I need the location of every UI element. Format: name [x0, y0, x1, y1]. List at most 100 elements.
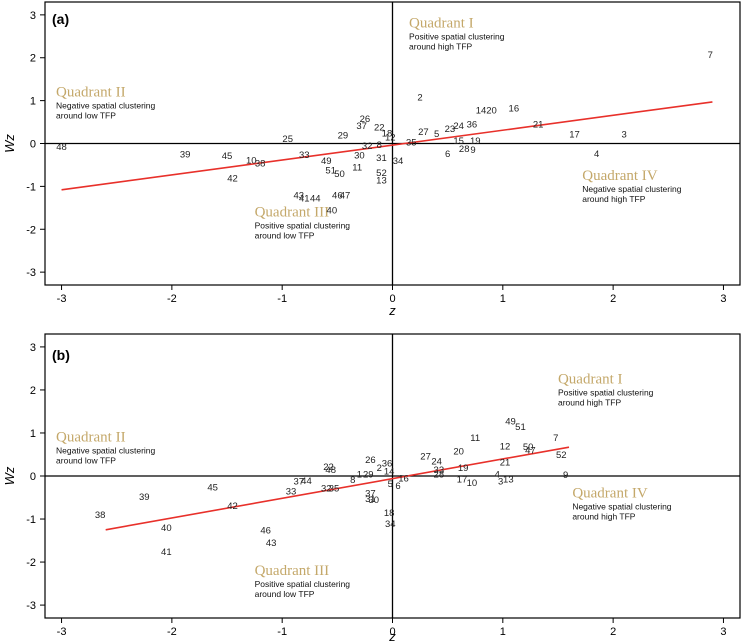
- pb-point-label: 27: [420, 452, 431, 463]
- pb-point-label: 47: [525, 446, 536, 457]
- pa-panel-label: (a): [52, 11, 69, 27]
- pb-point-label: 31: [365, 494, 376, 505]
- pa-point-label: 1420: [476, 106, 497, 117]
- pb-point-label: 28: [434, 469, 445, 480]
- pa-q3-desc-line1: Positive spatial clustering: [255, 220, 351, 230]
- pa-regression-line: [61, 101, 713, 191]
- pb-point-label: 9: [563, 470, 568, 481]
- pa-point-label: 13: [376, 175, 387, 186]
- pa-point-label: 48: [56, 142, 67, 153]
- pa-q3-desc-line2: around low TFP: [255, 230, 315, 240]
- pb-point-label: 37: [293, 477, 304, 488]
- pa-point-label: 33: [299, 150, 310, 161]
- pa-point-label: 11: [352, 163, 362, 174]
- pb-point-label: 30: [368, 495, 379, 506]
- pa-point-label: 45: [222, 151, 233, 162]
- pb-point-label: 6: [395, 481, 400, 492]
- pb-y-tick-label: -2: [26, 557, 36, 569]
- pa-point-label: 46: [332, 190, 343, 201]
- pb-q4-desc-line2: around high TFP: [572, 512, 635, 522]
- pb-y-tick-label: 2: [30, 385, 36, 397]
- pb-point-label: 38: [95, 510, 106, 521]
- pa-point-label: 29: [338, 130, 349, 141]
- pb-q4-desc-line1: Negative spatial clustering: [572, 502, 671, 512]
- pb-panel-label: (b): [52, 347, 70, 363]
- pa-q2-desc-line2: around low TFP: [56, 110, 116, 120]
- pb-y-tick-label: -1: [26, 514, 36, 526]
- pa-q4-title: Quadrant IV: [582, 168, 658, 184]
- pb-point-label: 16: [398, 474, 409, 485]
- pb-point-label: 52: [556, 450, 567, 461]
- pb-x-tick-label: 0: [389, 626, 395, 638]
- pa-point-label: 25: [282, 134, 293, 145]
- pb-x-tick-label: -1: [277, 626, 287, 638]
- pb-q2-desc-line2: around low TFP: [56, 456, 116, 466]
- pb-q4-title: Quadrant IV: [572, 486, 648, 502]
- pb-y-axis-label: Wz: [2, 466, 17, 485]
- pa-point-label: 43: [293, 190, 304, 201]
- pa-point-label: 39: [180, 150, 191, 161]
- pb-point-label: 10: [467, 478, 478, 489]
- pb-q3-desc-line2: around low TFP: [255, 589, 315, 599]
- pa-y-tick-label: -2: [26, 224, 36, 236]
- pb-point-label: 43: [266, 538, 277, 549]
- pa-x-tick-label: -1: [277, 293, 287, 305]
- pb-point-label: 35: [329, 484, 340, 495]
- pa-point-label: 52: [376, 168, 387, 179]
- pb-point-label: 2: [377, 463, 382, 474]
- pa-x-tick-label: 1: [500, 293, 506, 305]
- pb-point-label: 12: [500, 441, 511, 452]
- pa-point-label: 17: [569, 130, 580, 141]
- pa-point-label: 31: [376, 153, 387, 164]
- pa-y-tick-label: 1: [30, 96, 36, 108]
- pa-q1-desc-line2: around high TFP: [409, 42, 472, 52]
- pb-q3-title: Quadrant III: [255, 563, 330, 579]
- pa-point-label: 2: [417, 93, 422, 104]
- pb-point-label: 39: [139, 492, 150, 503]
- pa-point-label: 5: [434, 129, 439, 140]
- pa-point-label: 6: [445, 149, 450, 160]
- pa-point-label: 37: [356, 121, 367, 132]
- pb-point-label: 51: [515, 422, 526, 433]
- pb-point-label: 8: [350, 475, 355, 486]
- pb-point-label: 34: [385, 519, 396, 530]
- pa-point-label: 41: [299, 193, 310, 204]
- pb-q2-title: Quadrant II: [56, 430, 126, 446]
- pa-point-label: 44: [310, 193, 321, 204]
- pb-point-label: 5: [388, 479, 393, 490]
- pa-point-label: 8: [377, 140, 382, 151]
- pa-point-label: 30: [354, 151, 365, 162]
- pb-y-tick-label: -3: [26, 600, 36, 612]
- pa-x-axis-label: z: [388, 303, 396, 318]
- pa-point-label: 23: [445, 124, 456, 135]
- pb-regression-line: [105, 446, 570, 531]
- pa-point-label: 24: [453, 121, 464, 132]
- pa-point-label: 18: [382, 128, 393, 139]
- pa-x-tick-label: 2: [610, 293, 616, 305]
- pa-point-label: 50: [334, 169, 345, 180]
- pa-y-tick-label: 0: [30, 139, 36, 151]
- pb-point-label: 48: [325, 465, 336, 476]
- pb-x-tick-label: 3: [720, 626, 726, 638]
- pa-q2-desc-line1: Negative spatial clustering: [56, 100, 155, 110]
- pb-point-label: 19: [458, 463, 469, 474]
- pa-q4-desc-line1: Negative spatial clustering: [582, 184, 681, 194]
- pa-x-tick-label: 3: [720, 293, 726, 305]
- pa-y-tick-label: -1: [26, 181, 36, 193]
- pa-q3-title: Quadrant III: [255, 204, 330, 220]
- pa-point-label: 38: [255, 158, 266, 169]
- pa-point-label: 9: [470, 145, 475, 156]
- pb-point-label: 17: [457, 475, 468, 486]
- pb-point-label: 36: [382, 459, 393, 470]
- pa-point-label: 15: [453, 136, 464, 147]
- pa-point-label: 27: [418, 127, 429, 138]
- pa-y-tick-label: 2: [30, 53, 36, 65]
- pa-point-label: 19: [470, 136, 481, 147]
- pa-x-tick-label: -3: [57, 293, 67, 305]
- pa-x-tick-label: -2: [167, 293, 177, 305]
- pb-point-label: 11: [470, 433, 480, 444]
- pb-x-tick-label: -2: [167, 626, 177, 638]
- pa-point-label: 40: [327, 205, 338, 216]
